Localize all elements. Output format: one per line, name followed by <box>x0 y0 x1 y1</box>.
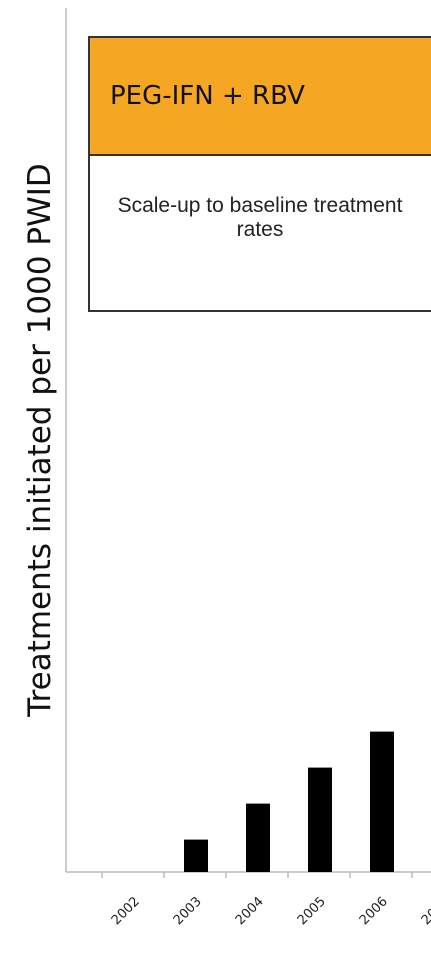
y-axis-label: Treatments initiated per 1000 PWID <box>22 163 58 717</box>
x-tick-label-2006: 2006 <box>357 894 391 928</box>
x-tick-label-2005: 2005 <box>295 894 329 928</box>
x-tick-label-2002: 2002 <box>109 894 143 928</box>
bars <box>184 731 394 872</box>
x-tick-label-2007: 2007 <box>419 894 431 928</box>
x-tick-label-2003: 2003 <box>171 894 205 928</box>
phase-box: PEG-IFN + RBV Scale-up to baseline treat… <box>88 36 431 312</box>
x-tick-label-2004: 2004 <box>233 894 267 928</box>
bar-2006 <box>370 731 394 872</box>
bar-2005 <box>308 767 332 872</box>
phase-description: Scale-up to baseline treatment rates <box>117 194 403 241</box>
phase-header: PEG-IFN + RBV <box>90 38 431 156</box>
bar-2004 <box>246 803 270 872</box>
x-ticks: 2002 2003 2004 2005 2006 2007 <box>101 872 431 928</box>
bar-2003 <box>184 839 208 872</box>
